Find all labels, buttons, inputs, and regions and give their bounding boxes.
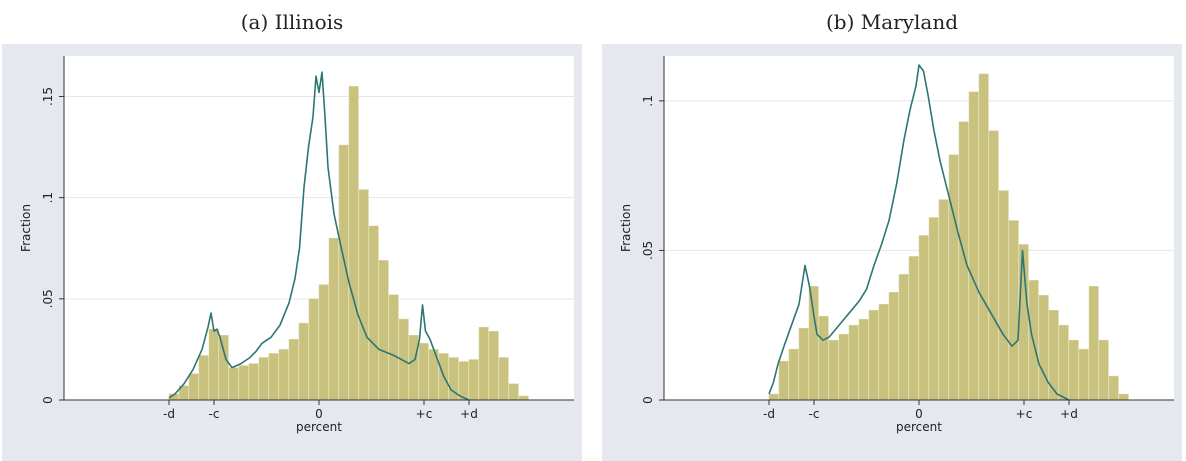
histogram-bar (418, 343, 429, 401)
y-tick-label: 0 (41, 396, 55, 404)
y-tick-label: .15 (41, 87, 55, 106)
x-tick-label: +c (1016, 407, 1033, 421)
chart-caption: (b) Maryland (825, 10, 959, 34)
y-tick-label: .05 (41, 289, 55, 308)
histogram-bar (1098, 339, 1109, 401)
histogram-bar (318, 284, 329, 401)
histogram-bar (388, 294, 399, 401)
y-tick-label: .1 (41, 192, 55, 203)
histogram-bar (408, 334, 419, 401)
chart-panel-maryland: (b) Maryland 0 .05 .1 -d -c 0 +c +d percent Fract… (602, 0, 1182, 461)
histogram-bar (308, 298, 319, 401)
histogram-bar (1118, 393, 1129, 401)
x-axis-title: percent (896, 420, 942, 434)
histogram-bar (228, 367, 239, 401)
histogram-bar (928, 217, 939, 401)
histogram-bar (868, 310, 879, 401)
histogram-bar (328, 237, 339, 401)
histogram-bar (988, 130, 999, 401)
histogram-bar (818, 315, 829, 401)
x-tick-label: -c (209, 407, 220, 421)
histogram-bar (358, 189, 369, 401)
histogram-bar (828, 339, 839, 401)
histogram-bar (838, 333, 849, 401)
histogram-bar (278, 349, 289, 401)
histogram-bar (268, 353, 279, 401)
histogram-bar (878, 304, 889, 401)
histogram-bar (238, 365, 249, 401)
x-tick-label: +d (460, 407, 478, 421)
histogram-bar (208, 328, 219, 401)
histogram-bar (508, 383, 519, 401)
histogram-bar (378, 260, 389, 401)
histogram-bar (198, 355, 209, 401)
histogram-bar (998, 190, 1009, 401)
histogram-bar (1008, 220, 1019, 401)
histogram-bar (888, 292, 899, 401)
histogram-bar (778, 360, 789, 401)
histogram-bar (248, 363, 259, 401)
histogram-bar (898, 274, 909, 401)
histogram-bar (518, 395, 529, 401)
x-tick-label: +c (416, 407, 433, 421)
y-tick-label: .1 (641, 95, 655, 106)
y-axis-title: Fraction (619, 204, 633, 252)
x-tick-label: 0 (315, 407, 323, 421)
x-tick-label: 0 (915, 407, 923, 421)
y-tick-label: 0 (641, 396, 655, 404)
chart-caption: (a) Illinois (240, 10, 344, 34)
histogram-bar (218, 334, 229, 401)
histogram-bar (1108, 375, 1119, 401)
histogram-bar (1088, 286, 1099, 401)
histogram-bar (298, 322, 309, 401)
histogram-chart: 0 .05 .1 -d -c 0 +c +d percent Fraction (602, 44, 1182, 461)
histogram-bar (968, 91, 979, 401)
x-tick-label: +d (1060, 407, 1078, 421)
histogram-bar (948, 154, 959, 401)
x-tick-label: -c (809, 407, 820, 421)
histogram-bar (478, 326, 489, 401)
histogram-bar (978, 73, 989, 401)
x-tick-label: -d (763, 407, 775, 421)
histogram-bar (958, 121, 969, 401)
y-axis-title: Fraction (19, 204, 33, 252)
histogram-bar (498, 357, 509, 401)
histogram-bar (798, 327, 809, 401)
histogram-bar (1038, 295, 1049, 401)
histogram-bar (468, 359, 479, 401)
density-line (168, 71, 470, 401)
histogram-bar (288, 339, 299, 401)
histogram-bar (808, 286, 819, 401)
histogram-bar (188, 373, 199, 401)
histogram-bar (858, 318, 869, 401)
histogram-bar (1078, 348, 1089, 401)
histogram-bar (938, 199, 949, 401)
chart-panel-illinois: (a) Illinois 0 .05 .1 .15 -d -c 0 +c +d percent Fr… (2, 0, 582, 461)
x-axis-title: percent (296, 420, 342, 434)
histogram-bar (258, 357, 269, 401)
histogram-bar (488, 330, 499, 401)
histogram-bar (918, 235, 929, 401)
histogram-bar (1068, 339, 1079, 401)
histogram-bar (788, 348, 799, 401)
density-line (768, 64, 1070, 401)
x-tick-label: -d (163, 407, 175, 421)
histogram-bar (1058, 324, 1069, 401)
histogram-bar (908, 256, 919, 401)
histogram-bar (368, 225, 379, 401)
histogram-bar (348, 86, 359, 401)
histogram-bar (768, 393, 779, 401)
histogram-bar (458, 361, 469, 401)
histogram-bar (848, 324, 859, 401)
histogram-chart: 0 .05 .1 .15 -d -c 0 +c +d percent Fraction (2, 44, 582, 461)
y-tick-label: .05 (641, 241, 655, 260)
